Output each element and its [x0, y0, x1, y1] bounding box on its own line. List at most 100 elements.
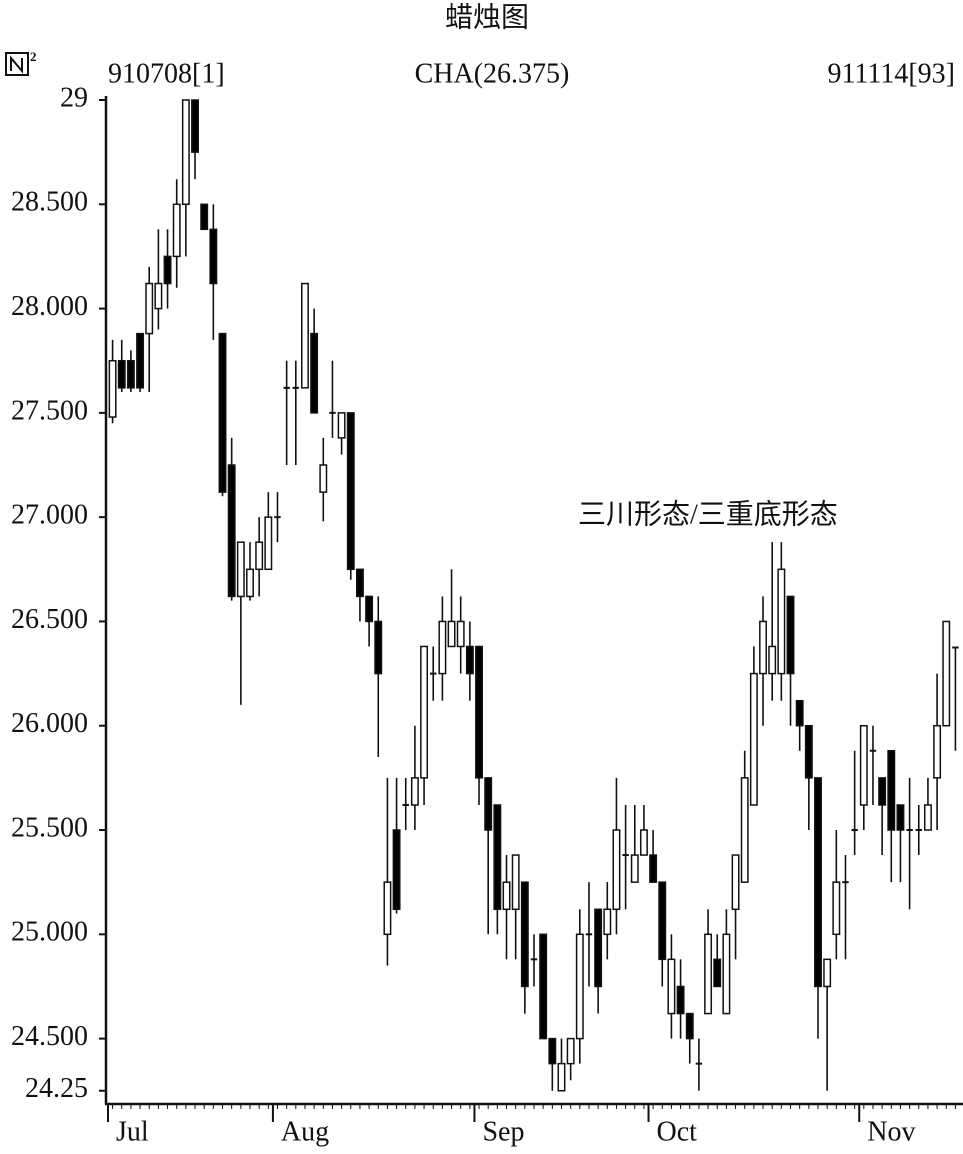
candle-body: [301, 282, 309, 389]
candle-body: [475, 645, 483, 779]
candle-body: [649, 854, 658, 883]
candle-body: [630, 854, 639, 883]
candle-body: [923, 804, 932, 831]
candle-body: [456, 620, 465, 648]
x-tick-label: Aug: [281, 1116, 329, 1147]
candle-body: [539, 933, 548, 1040]
candle-body: [236, 541, 245, 598]
candle-body: [942, 620, 951, 727]
candle-body: [502, 881, 511, 911]
candle-body: [832, 881, 841, 936]
candle-body: [465, 645, 474, 675]
header-right: 911114[93]: [827, 58, 955, 89]
x-tick-label: Oct: [657, 1116, 698, 1147]
y-tick-label: 25.000: [11, 917, 88, 948]
candle-body: [557, 1062, 566, 1092]
candle-body: [759, 620, 767, 675]
candle-body: [191, 99, 199, 153]
header-center: CHA(26.375): [415, 58, 570, 89]
candle-body: [639, 829, 648, 856]
annotation: 三川形态/三重底形态: [578, 498, 838, 530]
candle-body: [117, 359, 126, 389]
candle-body: [768, 645, 777, 675]
candle-body: [658, 881, 667, 961]
y-tick-label: 27.500: [11, 395, 88, 426]
candle-body: [200, 203, 209, 231]
candle-body: [887, 750, 896, 831]
candle-body: [264, 516, 273, 571]
y-tick-label: 25.500: [11, 812, 88, 843]
x-tick-label: Sep: [482, 1116, 524, 1147]
y-tick-label: 28.500: [11, 187, 88, 218]
candle-body: [246, 568, 254, 598]
candle-body: [126, 359, 135, 389]
candle-body: [172, 203, 181, 258]
y-tick-label: 29: [60, 82, 88, 113]
candle-body: [575, 933, 584, 1040]
y-tick-label: 24.500: [11, 1021, 88, 1052]
candle-body: [145, 282, 154, 335]
candle-body: [548, 1037, 557, 1065]
candle-body: [603, 908, 612, 936]
candle-body: [786, 595, 795, 675]
chart-title: 蜡烛图: [445, 1, 529, 33]
y-tick-label: 28.000: [11, 291, 88, 322]
candle-body: [731, 854, 740, 911]
candle-body: [420, 645, 429, 779]
candle-body: [722, 933, 731, 1015]
candle-body: [484, 777, 493, 831]
candle-body: [713, 958, 722, 988]
candle-body: [667, 958, 676, 1015]
header-left: 910708[1]: [108, 58, 225, 89]
logo-icon: 2: [5, 49, 37, 76]
candle-body: [346, 412, 355, 571]
candle-body: [383, 881, 392, 936]
candle-body: [319, 464, 328, 493]
candle-body: [410, 777, 419, 806]
candle-body: [337, 412, 346, 439]
candle-body: [136, 332, 145, 389]
candle-body: [814, 777, 822, 988]
candle-body: [704, 933, 713, 1015]
candle-body: [823, 958, 832, 988]
candle-body: [310, 332, 319, 414]
candle-body: [493, 804, 502, 911]
x-tick-label: Nov: [867, 1116, 915, 1147]
candle-body: [438, 620, 447, 675]
candle-body: [804, 724, 813, 779]
candle-body: [933, 724, 942, 779]
candle-body: [209, 228, 218, 285]
candle-body: [740, 777, 749, 883]
candle-body: [676, 985, 685, 1015]
candle-body: [365, 595, 374, 623]
y-tick-label: 26.000: [11, 708, 88, 739]
candle-body: [392, 829, 401, 911]
svg-text:2: 2: [30, 49, 37, 64]
candle-body: [447, 620, 456, 648]
candle-body: [749, 672, 758, 806]
candle-body: [355, 568, 364, 598]
candle-body: [181, 99, 190, 206]
candle-body: [227, 464, 236, 598]
candle-body: [612, 829, 621, 911]
y-tick-label: 26.500: [11, 604, 88, 635]
candle-body: [520, 881, 529, 988]
y-tick-label: 27.000: [11, 500, 88, 531]
candle-body: [163, 255, 172, 285]
x-tick-label: Jul: [116, 1116, 149, 1147]
candle-body: [108, 359, 117, 418]
candle-body: [566, 1037, 575, 1065]
candle-body: [685, 1012, 694, 1040]
candle-body: [218, 332, 227, 493]
candle-body: [795, 699, 804, 727]
y-tick-label: 24.25: [25, 1073, 88, 1104]
candle-body: [511, 854, 520, 911]
candle-body: [255, 541, 264, 571]
candle-body: [878, 777, 887, 806]
candle-body: [154, 282, 163, 310]
candle-body: [777, 568, 786, 675]
candle-body: [896, 804, 905, 831]
candle-body: [594, 908, 603, 988]
candle-body: [374, 620, 383, 675]
